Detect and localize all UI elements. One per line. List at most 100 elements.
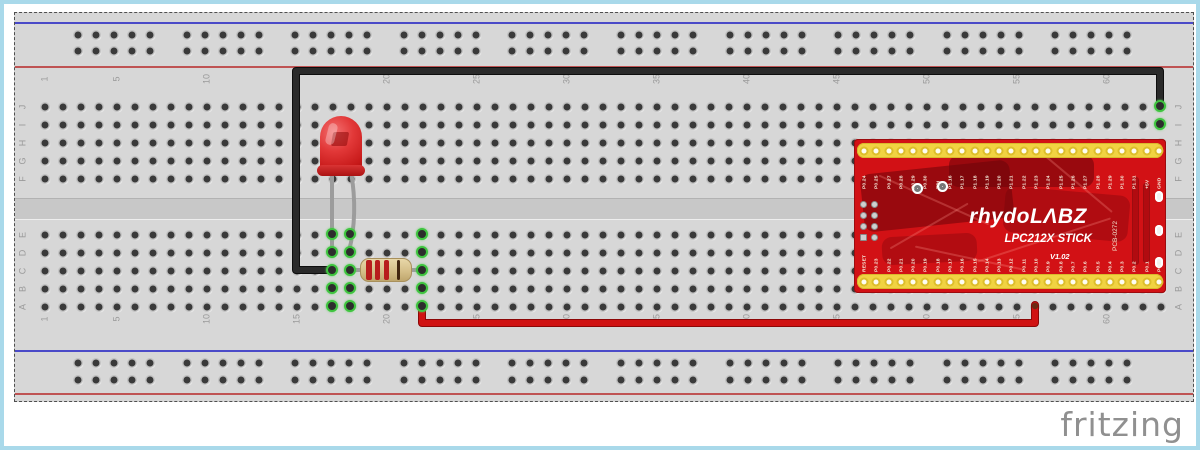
breadboard-hole[interactable]	[995, 121, 1003, 129]
breadboard-hole[interactable]	[545, 267, 553, 275]
rail-hole[interactable]	[580, 31, 588, 39]
breadboard-hole[interactable]	[437, 175, 445, 183]
breadboard-hole[interactable]	[167, 121, 175, 129]
rail-hole[interactable]	[345, 359, 353, 367]
breadboard-hole[interactable]	[419, 175, 427, 183]
breadboard-hole[interactable]	[599, 267, 607, 275]
mcu-pin[interactable]	[1142, 146, 1152, 155]
breadboard-hole[interactable]	[653, 231, 661, 239]
rail-hole[interactable]	[110, 31, 118, 39]
breadboard-hole[interactable]	[365, 175, 373, 183]
breadboard-hole[interactable]	[509, 139, 517, 147]
mcu-pin[interactable]	[982, 146, 992, 155]
breadboard-hole[interactable]	[545, 175, 553, 183]
breadboard-hole[interactable]	[383, 121, 391, 129]
breadboard-hole[interactable]	[851, 303, 859, 311]
rail-hole[interactable]	[1123, 359, 1131, 367]
breadboard-hole[interactable]	[473, 231, 481, 239]
rail-hole[interactable]	[689, 376, 697, 384]
breadboard-hole[interactable]	[689, 175, 697, 183]
breadboard-hole[interactable]	[95, 285, 103, 293]
rail-hole[interactable]	[526, 359, 534, 367]
rail-hole[interactable]	[1123, 47, 1131, 55]
breadboard-hole[interactable]	[383, 285, 391, 293]
breadboard-hole[interactable]	[257, 121, 265, 129]
breadboard-hole[interactable]	[707, 139, 715, 147]
breadboard-hole[interactable]	[311, 249, 319, 257]
breadboard-hole[interactable]	[959, 121, 967, 129]
rail-hole[interactable]	[780, 31, 788, 39]
breadboard-hole[interactable]	[491, 157, 499, 165]
breadboard-hole[interactable]	[149, 121, 157, 129]
rail-hole[interactable]	[418, 47, 426, 55]
rail-hole[interactable]	[219, 47, 227, 55]
rail-hole[interactable]	[1015, 31, 1023, 39]
pin-header-top[interactable]	[857, 143, 1164, 158]
rail-hole[interactable]	[888, 376, 896, 384]
mcu-pin[interactable]	[1080, 146, 1090, 155]
breadboard-hole[interactable]	[1049, 303, 1057, 311]
rail-hole[interactable]	[201, 47, 209, 55]
breadboard-hole[interactable]	[77, 139, 85, 147]
breadboard-hole[interactable]	[581, 157, 589, 165]
rail-hole[interactable]	[744, 359, 752, 367]
rail-hole[interactable]	[508, 376, 516, 384]
rail-hole[interactable]	[762, 31, 770, 39]
breadboard-hole[interactable]	[761, 175, 769, 183]
breadboard-hole[interactable]	[815, 267, 823, 275]
breadboard-hole[interactable]	[671, 139, 679, 147]
breadboard-hole[interactable]	[1067, 103, 1075, 111]
breadboard-hole[interactable]	[221, 175, 229, 183]
breadboard-hole[interactable]	[545, 249, 553, 257]
breadboard-hole[interactable]	[509, 121, 517, 129]
breadboard-hole[interactable]	[275, 175, 283, 183]
breadboard-hole[interactable]	[113, 175, 121, 183]
breadboard-hole[interactable]	[455, 175, 463, 183]
breadboard-hole[interactable]	[545, 285, 553, 293]
breadboard-hole[interactable]	[185, 157, 193, 165]
breadboard-hole[interactable]	[149, 139, 157, 147]
breadboard-hole[interactable]	[383, 175, 391, 183]
breadboard-hole[interactable]	[257, 231, 265, 239]
breadboard-hole[interactable]	[221, 121, 229, 129]
breadboard-hole[interactable]	[203, 175, 211, 183]
breadboard-hole[interactable]	[365, 103, 373, 111]
rail-hole[interactable]	[508, 359, 516, 367]
rail-hole[interactable]	[291, 47, 299, 55]
breadboard-hole[interactable]	[581, 121, 589, 129]
breadboard-hole[interactable]	[41, 267, 49, 275]
breadboard-hole[interactable]	[923, 121, 931, 129]
breadboard-hole[interactable]	[221, 139, 229, 147]
breadboard-hole[interactable]	[743, 175, 751, 183]
rail-hole[interactable]	[1015, 359, 1023, 367]
breadboard-hole[interactable]	[833, 267, 841, 275]
rail-hole[interactable]	[961, 359, 969, 367]
breadboard-hole[interactable]	[527, 249, 535, 257]
rail-hole[interactable]	[997, 47, 1005, 55]
breadboard-hole[interactable]	[617, 285, 625, 293]
breadboard-hole[interactable]	[1013, 121, 1021, 129]
rail-hole[interactable]	[363, 47, 371, 55]
rail-hole[interactable]	[327, 376, 335, 384]
breadboard-hole[interactable]	[59, 231, 67, 239]
breadboard-hole[interactable]	[239, 267, 247, 275]
breadboard-hole[interactable]	[797, 231, 805, 239]
rail-hole[interactable]	[128, 376, 136, 384]
breadboard-hole[interactable]	[419, 103, 427, 111]
breadboard-hole[interactable]	[563, 103, 571, 111]
breadboard-hole[interactable]	[563, 249, 571, 257]
rail-hole[interactable]	[671, 31, 679, 39]
mcu-pin[interactable]	[970, 277, 980, 286]
breadboard-hole[interactable]	[185, 285, 193, 293]
mcu-pin[interactable]	[1031, 277, 1041, 286]
mcu-pin[interactable]	[1105, 277, 1115, 286]
breadboard-hole[interactable]	[581, 175, 589, 183]
breadboard-hole[interactable]	[707, 121, 715, 129]
breadboard-hole[interactable]	[707, 267, 715, 275]
breadboard-hole[interactable]	[95, 231, 103, 239]
breadboard-hole[interactable]	[95, 103, 103, 111]
breadboard-hole[interactable]	[437, 103, 445, 111]
breadboard-hole[interactable]	[761, 303, 769, 311]
rail-hole[interactable]	[219, 31, 227, 39]
breadboard-hole[interactable]	[167, 157, 175, 165]
